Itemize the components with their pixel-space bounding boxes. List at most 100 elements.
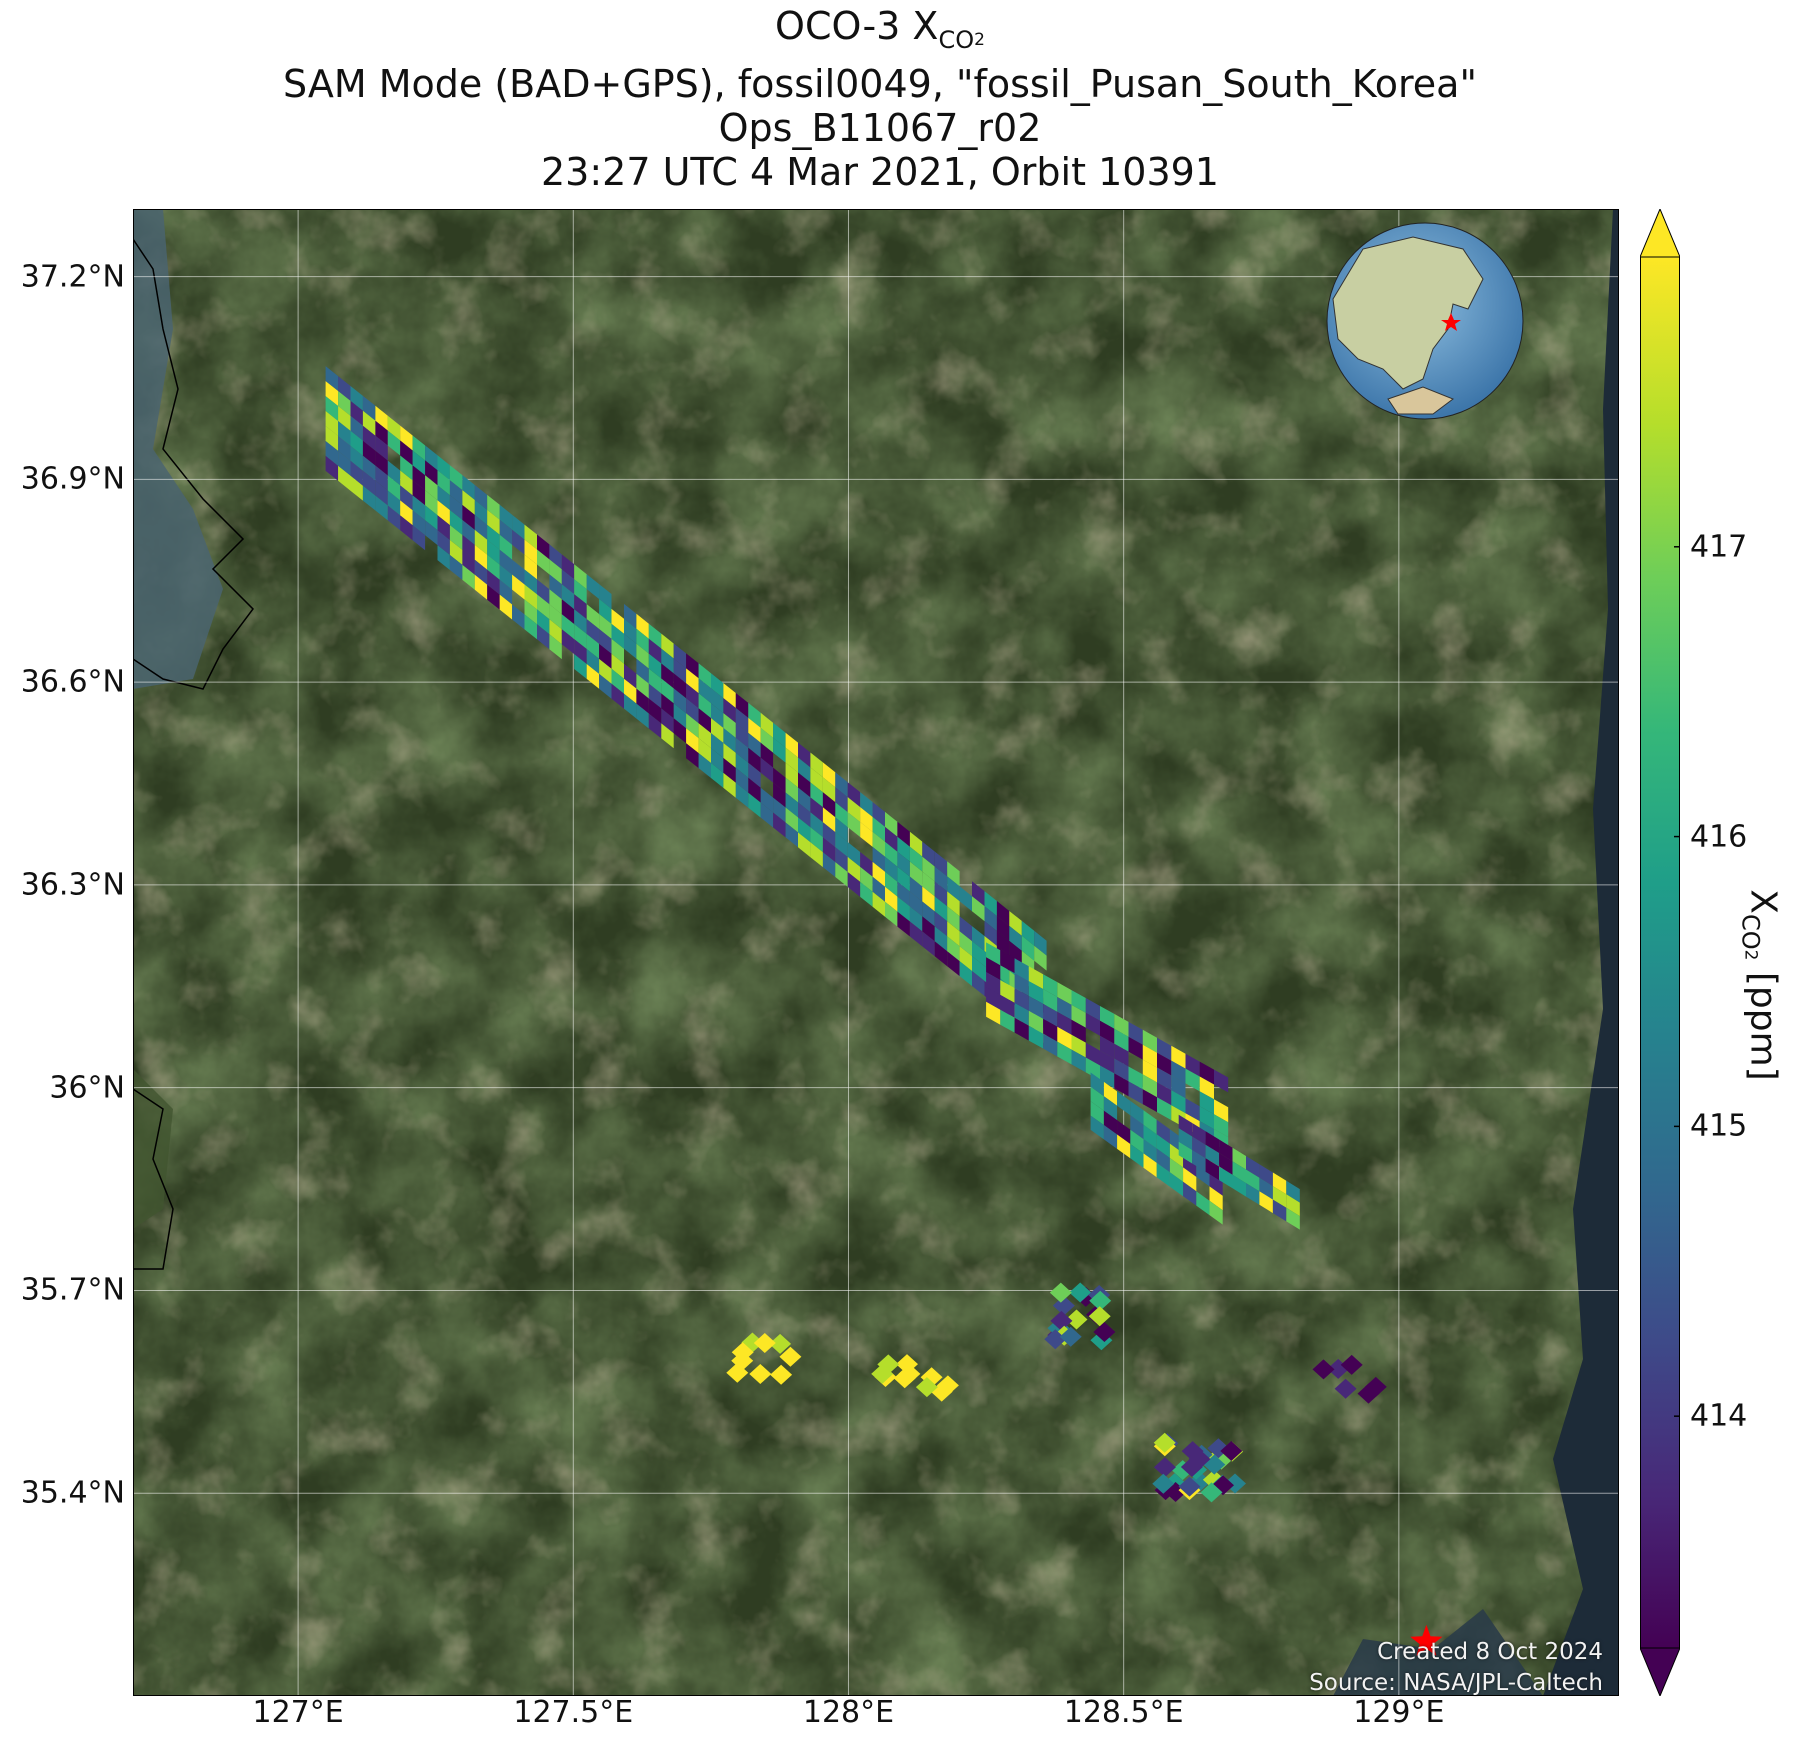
xco2-sounding bbox=[822, 777, 836, 803]
xco2-sounding bbox=[1103, 1081, 1118, 1106]
xco2-sounding bbox=[1171, 1060, 1186, 1084]
xco2-sounding bbox=[835, 832, 848, 857]
xco2-sounding bbox=[648, 653, 662, 679]
xco2-sounding bbox=[636, 613, 649, 639]
xco2-sounding bbox=[1009, 925, 1022, 951]
xco2-sounding bbox=[822, 762, 836, 788]
xco2-sounding bbox=[947, 921, 960, 947]
xco2-sounding bbox=[897, 836, 910, 862]
xco2-sounding bbox=[1169, 1143, 1184, 1168]
xco2-sounding bbox=[400, 500, 413, 526]
xco2-sounding bbox=[822, 822, 836, 848]
xco2-sounding bbox=[1185, 1068, 1200, 1092]
target-marker bbox=[1410, 1624, 1443, 1656]
xco2-sounding bbox=[749, 1364, 772, 1384]
xco2-sounding bbox=[686, 683, 699, 709]
xco2-sounding bbox=[798, 772, 811, 798]
xco2-sounding bbox=[362, 410, 376, 436]
xco2-sounding bbox=[1089, 1290, 1112, 1311]
xco2-sounding bbox=[798, 832, 811, 858]
xco2-sounding bbox=[648, 713, 662, 739]
xco2-sounding bbox=[586, 634, 600, 659]
xco2-sounding bbox=[661, 678, 674, 704]
xco2-sounding bbox=[698, 723, 711, 749]
xco2-sounding bbox=[1009, 911, 1022, 936]
xco2-sounding bbox=[362, 440, 376, 466]
xco2-sounding bbox=[586, 604, 600, 629]
xco2-sounding bbox=[1199, 1091, 1214, 1115]
title-line-1: OCO-3 XCO2 bbox=[775, 4, 985, 54]
xco2-sounding bbox=[412, 495, 426, 521]
xco2-sounding bbox=[611, 638, 624, 664]
xco2-sounding bbox=[1028, 996, 1044, 1019]
xco2-sounding bbox=[1246, 1156, 1260, 1178]
xco2-sounding bbox=[1049, 1282, 1072, 1303]
xco2-sounding bbox=[574, 609, 587, 634]
xco2-sounding bbox=[1340, 1354, 1363, 1375]
xco2-sounding bbox=[636, 643, 649, 669]
xco2-sounding bbox=[673, 703, 687, 729]
xco2-sounding bbox=[487, 539, 500, 565]
colorbar-extend-max bbox=[1640, 209, 1680, 258]
lon-tick-label: 128.5°E bbox=[1063, 1695, 1184, 1730]
xco2-sounding bbox=[847, 782, 861, 808]
xco2-sounding bbox=[1021, 935, 1035, 961]
xco2-sounding bbox=[872, 802, 885, 827]
xco2-sounding bbox=[686, 698, 699, 724]
xco2-sounding bbox=[760, 787, 774, 813]
xco2-sounding bbox=[437, 485, 450, 511]
xco2-sounding bbox=[909, 921, 923, 947]
xco2-sounding bbox=[512, 604, 525, 630]
xco2-sounding bbox=[648, 698, 662, 724]
xco2-sounding bbox=[1142, 1029, 1157, 1053]
xco2-sounding bbox=[425, 475, 438, 501]
title-line-4: 23:27 UTC 4 Mar 2021, Orbit 10391 bbox=[541, 150, 1219, 194]
xco2-sounding bbox=[785, 807, 798, 833]
xco2-sounding bbox=[897, 866, 910, 892]
xco2-sounding bbox=[1286, 1180, 1300, 1203]
xco2-sounding bbox=[972, 896, 985, 922]
xco2-sounding bbox=[437, 545, 450, 570]
xco2-soundings bbox=[325, 366, 1387, 1503]
xco2-sounding bbox=[1085, 1057, 1100, 1081]
xco2-sounding bbox=[425, 460, 438, 486]
xco2-sounding bbox=[798, 802, 811, 828]
xco2-sounding bbox=[1021, 920, 1035, 946]
xco2-sounding bbox=[934, 881, 948, 907]
xco2-sounding bbox=[524, 599, 537, 625]
xco2-sounding bbox=[1044, 1329, 1067, 1350]
xco2-sounding bbox=[822, 837, 836, 863]
xco2-sounding bbox=[350, 475, 363, 501]
xco2-sounding bbox=[1334, 1378, 1357, 1399]
xco2-sounding bbox=[549, 559, 562, 585]
xco2-sounding bbox=[586, 574, 600, 599]
xco2-sounding bbox=[760, 727, 774, 753]
lon-tick-label: 127.5°E bbox=[513, 1695, 634, 1730]
xco2-sounding bbox=[915, 1377, 938, 1398]
xco2-sounding bbox=[1157, 1052, 1172, 1076]
xco2-sounding bbox=[785, 747, 798, 773]
xco2-sounding bbox=[1199, 1061, 1214, 1085]
xco2-sounding bbox=[698, 678, 711, 704]
lon-tick-label: 128°E bbox=[802, 1695, 895, 1730]
xco2-sounding bbox=[1286, 1207, 1300, 1230]
xco2-sounding bbox=[1057, 997, 1072, 1020]
xco2-sounding bbox=[810, 827, 823, 853]
xco2-sounding bbox=[561, 584, 575, 610]
xco2-sounding bbox=[686, 668, 699, 694]
xco2-sounding bbox=[872, 817, 885, 842]
xco2-sounding bbox=[984, 891, 997, 916]
xco2-sounding bbox=[338, 421, 351, 446]
xco2-sounding bbox=[1085, 1012, 1100, 1036]
xco2-sounding bbox=[1071, 1019, 1086, 1043]
xco2-sounding bbox=[1093, 1322, 1116, 1342]
xco2-sounding bbox=[1272, 1186, 1287, 1208]
xco2-sounding bbox=[735, 693, 749, 718]
xco2-sounding bbox=[1157, 1082, 1172, 1106]
xco2-sounding bbox=[835, 862, 848, 887]
xco2-sounding bbox=[835, 772, 848, 798]
xco2-sounding bbox=[325, 396, 339, 421]
title-line-2: SAM Mode (BAD+GPS), fossil0049, "fossil_… bbox=[283, 62, 1477, 106]
xco2-sounding bbox=[860, 792, 873, 817]
xco2-sounding bbox=[810, 797, 823, 823]
